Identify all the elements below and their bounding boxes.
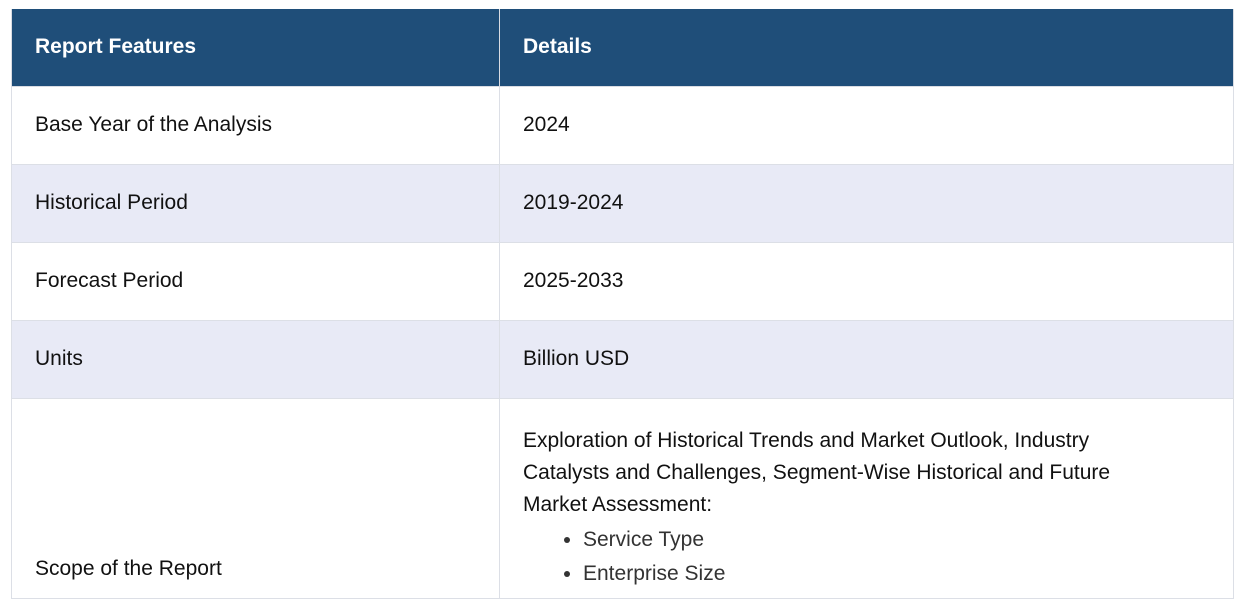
list-item: Enterprise Size: [583, 557, 1173, 591]
scope-intro-text: Exploration of Historical Trends and Mar…: [523, 428, 1111, 516]
feature-cell: Historical Period: [11, 163, 500, 243]
feature-cell: Scope of the Report: [11, 397, 500, 599]
report-features-table: Report Features Details Base Year of the…: [11, 9, 1234, 599]
table-header-row: Report Features Details: [11, 9, 1234, 87]
table-row-units: Units Billion USD: [11, 319, 1234, 399]
list-item: Service Type: [583, 523, 1173, 557]
table-row-base-year: Base Year of the Analysis 2024: [11, 85, 1234, 165]
feature-cell: Base Year of the Analysis: [11, 85, 500, 165]
column-header-details: Details: [499, 9, 1234, 87]
table-row-historical-period: Historical Period 2019-2024: [11, 163, 1234, 243]
detail-cell: Billion USD: [499, 319, 1234, 399]
feature-cell: Forecast Period: [11, 241, 500, 321]
table-row-scope: Scope of the Report Exploration of Histo…: [11, 397, 1234, 599]
detail-cell: 2024: [499, 85, 1234, 165]
table-row-forecast-period: Forecast Period 2025-2033: [11, 241, 1234, 321]
feature-cell: Units: [11, 319, 500, 399]
detail-cell: 2025-2033: [499, 241, 1234, 321]
column-header-report-features: Report Features: [11, 9, 500, 87]
detail-cell: 2019-2024: [499, 163, 1234, 243]
scope-detail-cell: Exploration of Historical Trends and Mar…: [499, 397, 1234, 599]
scope-list: Service Type Enterprise Size: [523, 523, 1173, 591]
